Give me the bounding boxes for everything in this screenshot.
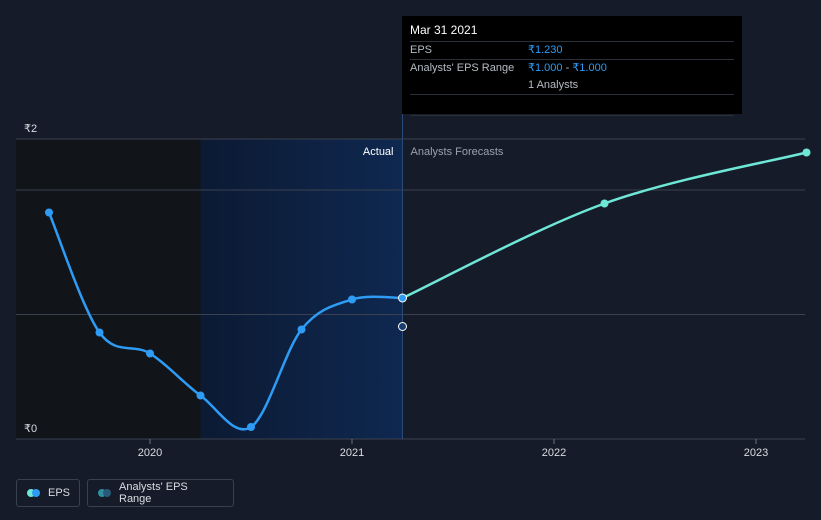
- actual-band-region: [200, 139, 403, 439]
- y-tick-label-0: ₹0: [24, 423, 37, 435]
- tooltip-eps-label: EPS: [410, 44, 433, 56]
- series-1-point-1: [600, 199, 609, 208]
- series-0-point-0: [45, 208, 53, 217]
- series-0-point-5: [297, 325, 306, 334]
- tooltip-range-label: Analysts' EPS Range: [410, 62, 515, 74]
- tooltip-eps-value: ₹1.230: [528, 44, 563, 56]
- tooltip-range-separator: -: [562, 62, 573, 74]
- eps-legend-icon: [27, 489, 40, 497]
- x-tick-label-2020: 2020: [138, 447, 162, 459]
- x-tick-label-2022: 2022: [542, 447, 566, 459]
- tooltip-range-row: Analysts' EPS Range ₹1.000 - ₹1.000: [410, 59, 734, 77]
- x-tick-label-2021: 2021: [340, 447, 364, 459]
- tooltip-range-high: ₹1.000: [572, 62, 607, 74]
- series-0-point-2: [146, 349, 154, 358]
- tooltip-eps-row: EPS ₹1.230: [410, 41, 734, 59]
- series-line-1: [401, 151, 807, 300]
- legend-eps-label: EPS: [48, 487, 71, 499]
- tooltip-footer: [410, 94, 734, 116]
- past-shade-region: [16, 139, 201, 439]
- tooltip-analysts-row: 1 Analysts: [410, 77, 734, 94]
- x-tick-label-2023: 2023: [744, 447, 768, 459]
- series-0-point-4: [247, 423, 255, 431]
- legend-range-label: Analysts' EPS Range: [119, 481, 188, 505]
- actual-label: Actual: [363, 146, 394, 158]
- series-0-point-6: [348, 295, 356, 304]
- tooltip-analysts-count: 1 Analysts: [528, 79, 579, 91]
- legend-range-toggle[interactable]: Analysts' EPS Range: [87, 479, 234, 507]
- legend-eps-toggle[interactable]: EPS: [16, 479, 80, 507]
- forecast-label: Analysts Forecasts: [411, 146, 504, 158]
- range-legend-icon: [98, 489, 111, 497]
- y-tick-label-2: ₹2: [24, 123, 37, 135]
- series-1-point-2: [802, 148, 811, 157]
- tooltip-range-low: ₹1.000: [528, 62, 563, 74]
- series-0-point-7: [398, 293, 407, 303]
- series-0-point-1: [95, 328, 104, 337]
- eps-tooltip: Mar 31 2021 EPS ₹1.230 Analysts' EPS Ran…: [402, 16, 742, 116]
- series-0-point-3: [196, 391, 205, 400]
- range-point-0: [398, 322, 407, 331]
- tooltip-date: Mar 31 2021: [410, 23, 478, 37]
